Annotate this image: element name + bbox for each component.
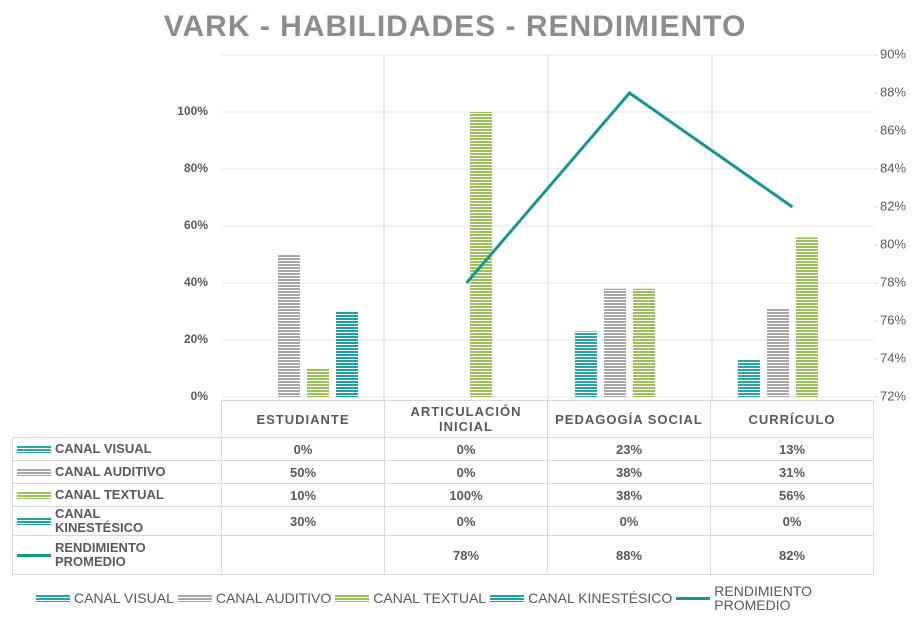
legend-item: RENDIMIENTO PROMEDIO — [676, 584, 824, 612]
row-name: CANAL KINESTÉSICO — [55, 506, 144, 535]
table-cell: 100% — [384, 483, 548, 507]
legend-key — [177, 594, 212, 602]
row-label-wrap: CANAL KINESTÉSICO — [17, 507, 217, 535]
y2-tick-label: 74% — [880, 350, 906, 365]
y2-tick-label: 72% — [880, 388, 906, 403]
table-cell: 0% — [547, 506, 711, 536]
row-name: CANAL AUDITIVO — [55, 464, 166, 479]
bar — [796, 237, 818, 397]
row-label: RENDIMIENTO PROMEDIO — [12, 535, 222, 575]
bar — [336, 311, 358, 397]
legend-key — [17, 491, 51, 499]
bar — [575, 331, 597, 397]
row-name: CANAL VISUAL — [55, 441, 152, 456]
row-label: CANAL TEXTUAL — [12, 483, 222, 507]
table-row: CANAL KINESTÉSICO 30% 0% 0% 0% — [12, 506, 874, 536]
legend-key — [676, 596, 711, 600]
row-label: CANAL KINESTÉSICO — [12, 506, 222, 536]
row-label-wrap: CANAL TEXTUAL — [17, 488, 217, 502]
bar — [278, 254, 300, 397]
legend-item: CANAL VISUAL — [36, 584, 174, 612]
bar — [470, 112, 492, 397]
table-cell — [221, 535, 385, 575]
bar — [307, 368, 329, 397]
table-corner — [12, 400, 222, 438]
y2-tick-label: 80% — [880, 236, 906, 251]
y2-tick-label: 84% — [880, 160, 906, 175]
table-cell: 82% — [710, 535, 874, 575]
legend-key — [490, 594, 525, 602]
y2-tick-label: 86% — [880, 122, 906, 137]
line — [465, 90, 794, 284]
table-cell: 30% — [221, 506, 385, 536]
legend-item: CANAL AUDITIVO — [177, 584, 332, 612]
legend-key — [335, 594, 370, 602]
legend-key — [36, 594, 70, 602]
bar — [738, 359, 760, 397]
table-cell: 0% — [384, 460, 548, 484]
table-cell: 38% — [547, 460, 711, 484]
y-tick-label: 80% — [184, 161, 208, 175]
row-label-wrap: CANAL VISUAL — [17, 442, 217, 456]
table-cell: 78% — [384, 535, 548, 575]
table-cell: 50% — [221, 460, 385, 484]
table-cell: 88% — [547, 535, 711, 575]
y2-tick-label: 90% — [880, 46, 906, 61]
y2-tick-label: 88% — [880, 84, 906, 99]
y-tick-label: 20% — [184, 332, 208, 346]
legend-label: CANAL VISUAL — [74, 590, 174, 606]
table-cell: 13% — [710, 437, 874, 461]
data-table: ESTUDIANTE ARTICULACIÓN INICIAL PEDAGOGÍA … — [12, 400, 874, 575]
y-tick-label: 100% — [177, 104, 208, 118]
chart-title: VARK - HABILIDADES - RENDIMIENTO — [164, 10, 747, 43]
table-cell: 0% — [221, 437, 385, 461]
legend: CANAL VISUAL CANAL AUDITIVO CANAL TEXTUAL C… — [36, 584, 824, 612]
row-label-wrap: RENDIMIENTO PROMEDIO — [17, 541, 217, 569]
y2-tick-label: 78% — [880, 274, 906, 289]
row-label-wrap: CANAL AUDITIVO — [17, 465, 217, 479]
row-name: CANAL TEXTUAL — [55, 487, 164, 502]
table-header-row: ESTUDIANTE ARTICULACIÓN INICIAL PEDAGOGÍA … — [12, 400, 874, 438]
row-name: RENDIMIENTO PROMEDIO — [55, 540, 146, 569]
table-row: CANAL AUDITIVO 50% 0% 38% 31% — [12, 460, 874, 484]
y2-tick-label: 76% — [880, 312, 906, 327]
table-cell: 31% — [710, 460, 874, 484]
legend-label: RENDIMIENTO PROMEDIO — [714, 583, 813, 613]
bar — [767, 308, 789, 397]
legend-key — [17, 553, 51, 557]
table-cell: 10% — [221, 483, 385, 507]
legend-item: CANAL TEXTUAL — [335, 584, 486, 612]
row-label: CANAL AUDITIVO — [12, 460, 222, 484]
category-label: PEDAGOGÍA SOCIAL — [547, 400, 711, 438]
legend-label: CANAL AUDITIVO — [215, 590, 332, 606]
table-cell: 38% — [547, 483, 711, 507]
table-row: CANAL VISUAL 0% 0% 23% 13% — [12, 437, 874, 461]
category-label: CURRÍCULO — [710, 400, 874, 438]
table-row: CANAL TEXTUAL 10% 100% 38% 56% — [12, 483, 874, 507]
table-cell: 56% — [710, 483, 874, 507]
legend-label: CANAL KINESTÉSICO — [528, 590, 673, 606]
table-cell: 0% — [710, 506, 874, 536]
legend-label: CANAL TEXTUAL — [373, 590, 487, 606]
category-label: ESTUDIANTE — [221, 400, 385, 438]
table-cell: 23% — [547, 437, 711, 461]
bar — [604, 288, 626, 397]
table-row: RENDIMIENTO PROMEDIO 78% 88% 82% — [12, 535, 874, 575]
bar — [633, 288, 655, 397]
table-cell: 0% — [384, 506, 548, 536]
y-tick-label: 0% — [191, 389, 209, 403]
y-tick-label: 60% — [184, 218, 208, 232]
table-cell: 0% — [384, 437, 548, 461]
y2-tick-label: 82% — [880, 198, 906, 213]
legend-key — [17, 517, 51, 525]
legend-item: CANAL KINESTÉSICO — [490, 584, 672, 612]
row-label: CANAL VISUAL — [12, 437, 222, 461]
legend-key — [17, 468, 51, 476]
y-tick-label: 40% — [184, 275, 208, 289]
category-label: ARTICULACIÓN INICIAL — [384, 400, 548, 438]
legend-key — [17, 445, 51, 453]
